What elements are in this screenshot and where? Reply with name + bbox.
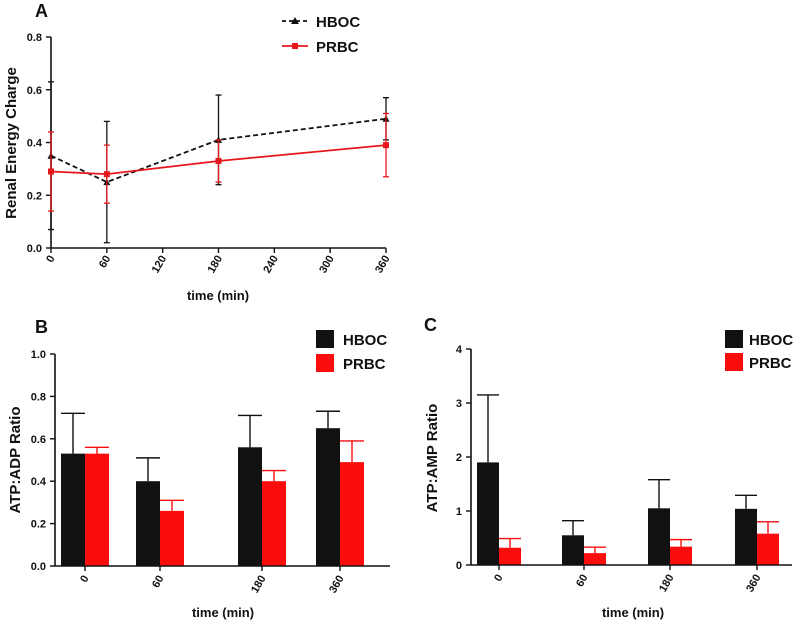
y-tick-label: 1.0 bbox=[31, 349, 46, 361]
bar-hboc-0 bbox=[61, 453, 85, 566]
legend-prbc-label: PRBC bbox=[343, 356, 386, 373]
y-tick-label: 1 bbox=[456, 506, 462, 518]
bar-prbc-0 bbox=[499, 547, 521, 565]
legend-hboc-label: HBOC bbox=[749, 332, 793, 349]
bar-prbc-360 bbox=[340, 462, 364, 566]
panel-c-y-ticks: 0 1 2 3 4 bbox=[456, 344, 471, 572]
panel-c-x-axis-title: time (min) bbox=[602, 605, 664, 620]
legend-prbc-swatch bbox=[316, 354, 334, 372]
x-tick-label: 240 bbox=[261, 254, 281, 276]
legend-hboc-label: HBOC bbox=[316, 14, 360, 31]
bar-prbc-60 bbox=[584, 553, 606, 565]
x-tick-label: 60 bbox=[97, 254, 114, 271]
x-tick-label: 60 bbox=[150, 574, 167, 591]
panel-b-y-axis-title: ATP:ADP Ratio bbox=[7, 407, 24, 514]
bar-prbc-0 bbox=[85, 453, 109, 566]
x-tick-label: 360 bbox=[327, 574, 347, 596]
x-tick-label: 360 bbox=[744, 573, 764, 595]
bar-hboc-360 bbox=[735, 508, 757, 565]
panel-c-bars bbox=[477, 394, 779, 565]
y-tick-label: 0.6 bbox=[31, 434, 46, 446]
y-tick-label: 0.4 bbox=[27, 138, 43, 150]
data-point bbox=[215, 157, 222, 164]
panel-b-letter: B bbox=[35, 317, 48, 337]
panel-b: B 0.0 0.2 0.4 0.6 0.8 1.0 0 60 180 360 ATP:ADP R… bbox=[7, 317, 390, 620]
x-tick-label: 60 bbox=[574, 573, 591, 590]
legend-prbc-swatch bbox=[725, 353, 743, 371]
series-prbc bbox=[48, 112, 389, 212]
panel-a-series bbox=[47, 81, 390, 244]
series-line-hboc bbox=[50, 117, 387, 184]
x-tick-label: 0 bbox=[492, 573, 505, 584]
panel-a-y-ticks: 0.0 0.2 0.4 0.6 0.8 bbox=[27, 32, 51, 255]
y-tick-label: 0.4 bbox=[31, 476, 47, 488]
x-tick-label: 180 bbox=[249, 574, 269, 596]
y-tick-label: 0 bbox=[456, 560, 462, 572]
bar-hboc-0 bbox=[477, 462, 499, 565]
panel-a: A 0.0 0.2 0.4 0.6 0.8 0 60 120 180 240 300 360 Ren… bbox=[3, 1, 393, 303]
panel-c-y-axis-title: ATP:AMP Ratio bbox=[424, 404, 441, 513]
x-tick-label: 0 bbox=[44, 254, 57, 265]
legend-hboc-swatch bbox=[316, 330, 334, 348]
legend-prbc-label: PRBC bbox=[316, 39, 359, 56]
y-tick-label: 0.8 bbox=[27, 32, 42, 44]
panel-b-x-ticks: 0 60 180 360 bbox=[78, 566, 347, 596]
y-tick-label: 0.6 bbox=[27, 85, 42, 97]
y-tick-label: 3 bbox=[456, 398, 462, 410]
data-point bbox=[383, 142, 389, 149]
x-tick-label: 360 bbox=[373, 254, 393, 276]
bar-prbc-60 bbox=[160, 510, 184, 566]
panel-c-letter: C bbox=[424, 315, 437, 335]
y-tick-label: 0.0 bbox=[31, 561, 46, 573]
bar-hboc-360 bbox=[316, 428, 340, 566]
panel-b-bars bbox=[61, 410, 364, 566]
x-tick-label: 180 bbox=[657, 573, 677, 595]
x-tick-label: 0 bbox=[78, 574, 91, 585]
panel-b-y-ticks: 0.0 0.2 0.4 0.6 0.8 1.0 bbox=[31, 349, 55, 573]
bar-prbc-180 bbox=[262, 481, 286, 566]
bar-hboc-180 bbox=[648, 508, 670, 565]
panel-c: C 0 1 2 3 4 0 60 180 360 ATP:AMP Ratio time (mi… bbox=[424, 315, 793, 620]
y-tick-label: 4 bbox=[456, 344, 463, 356]
panel-a-letter: A bbox=[35, 1, 48, 21]
bar-prbc-180 bbox=[670, 546, 692, 565]
legend-hboc-swatch bbox=[725, 330, 743, 348]
panel-b-x-axis-title: time (min) bbox=[192, 605, 254, 620]
panel-c-x-ticks: 0 60 180 360 bbox=[492, 565, 764, 595]
bar-hboc-60 bbox=[562, 535, 584, 565]
legend-hboc-label: HBOC bbox=[343, 332, 387, 349]
panel-a-y-axis-title: Renal Energy Charge bbox=[3, 67, 20, 219]
x-tick-label: 180 bbox=[206, 254, 226, 276]
x-tick-label: 300 bbox=[317, 254, 337, 276]
bar-hboc-60 bbox=[136, 481, 160, 566]
legend-hboc-marker bbox=[291, 17, 299, 24]
data-point bbox=[48, 168, 54, 175]
bar-hboc-180 bbox=[238, 447, 262, 566]
panel-a-x-axis-title: time (min) bbox=[187, 288, 249, 303]
y-tick-label: 0.2 bbox=[27, 190, 42, 202]
y-tick-label: 0.8 bbox=[31, 391, 46, 403]
data-point bbox=[103, 171, 110, 178]
panel-a-x-ticks: 0 60 120 180 240 300 360 bbox=[44, 248, 393, 276]
panel-a-legend: HBOC PRBC bbox=[282, 14, 360, 56]
y-tick-label: 0.2 bbox=[31, 519, 46, 531]
series-line-prbc bbox=[50, 144, 387, 176]
panel-b-legend: HBOC PRBC bbox=[316, 330, 387, 373]
y-tick-label: 0.0 bbox=[27, 243, 42, 255]
bar-prbc-360 bbox=[757, 533, 779, 565]
legend-prbc-marker bbox=[292, 43, 298, 49]
x-tick-label: 120 bbox=[150, 254, 170, 276]
y-tick-label: 2 bbox=[456, 452, 462, 464]
panel-c-legend: HBOC PRBC bbox=[725, 330, 793, 372]
legend-prbc-label: PRBC bbox=[749, 355, 792, 372]
